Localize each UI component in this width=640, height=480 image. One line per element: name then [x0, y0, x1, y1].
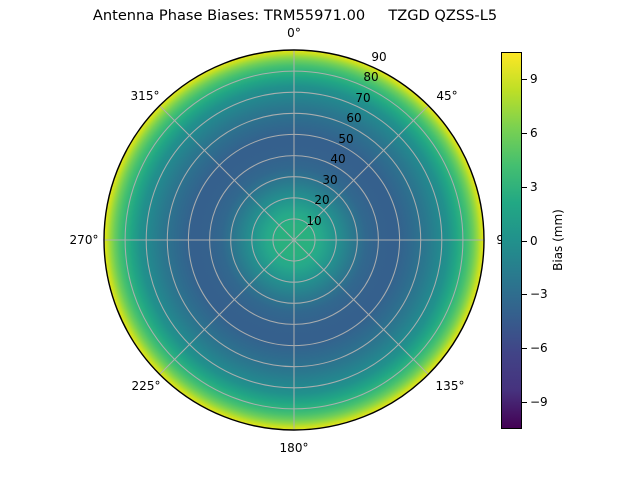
- polar-plot-axes[interactable]: 0° 45° 90° 135° 180° 225° 270° 315° 10 2…: [70, 26, 518, 455]
- colorbar-tick-label-5: −6: [530, 341, 548, 356]
- colorbar-tick-mark-2: [522, 186, 527, 188]
- radial-tick-90: 90: [371, 50, 387, 64]
- polar-outer-spine: [103, 49, 485, 431]
- radial-tick-70: 70: [355, 91, 371, 105]
- colorbar-tick-mark-3: [522, 240, 527, 242]
- colorbar[interactable]: 9 6 3 0 −3 −6 −9: [501, 52, 548, 429]
- colorbar-tick-mark-1: [522, 132, 527, 134]
- radial-tick-40: 40: [330, 152, 346, 166]
- angular-tick-45: 45°: [436, 89, 458, 103]
- angular-tick-270: 270°: [69, 233, 99, 247]
- angular-tick-180: 180°: [279, 441, 309, 455]
- page-title: Antenna Phase Biases: TRM55971.00 TZGD Q…: [92, 7, 498, 24]
- colorbar-gradient: [501, 52, 522, 429]
- colorbar-tick-label-1: 6: [530, 125, 538, 140]
- polar-grid: [104, 50, 484, 430]
- colorbar-tick-mark-4: [522, 294, 527, 296]
- polar-plot-svg: [103, 49, 485, 431]
- colorbar-tick-label-6: −9: [530, 395, 548, 410]
- colorbar-tick-label-2: 3: [530, 179, 538, 194]
- colorbar-tick-label-4: −3: [530, 287, 548, 302]
- angular-tick-315: 315°: [130, 89, 160, 103]
- radial-tick-50: 50: [338, 132, 354, 146]
- colorbar-tick-label-3: 0: [530, 233, 538, 248]
- colorbar-tick-label-0: 9: [530, 71, 538, 86]
- radial-tick-10: 10: [306, 214, 322, 228]
- radial-tick-80: 80: [363, 70, 379, 84]
- angular-tick-135: 135°: [435, 379, 465, 393]
- angular-tick-0: 0°: [287, 26, 301, 40]
- colorbar-tick-mark-5: [522, 348, 527, 350]
- radial-tick-20: 20: [314, 193, 330, 207]
- colorbar-tick-mark-6: [522, 402, 527, 404]
- colorbar-tick-mark-0: [522, 78, 527, 80]
- angular-tick-225: 225°: [131, 379, 161, 393]
- colorbar-axis-label: Bias (mm): [551, 209, 565, 271]
- radial-tick-30: 30: [322, 173, 338, 187]
- radial-tick-60: 60: [346, 111, 362, 125]
